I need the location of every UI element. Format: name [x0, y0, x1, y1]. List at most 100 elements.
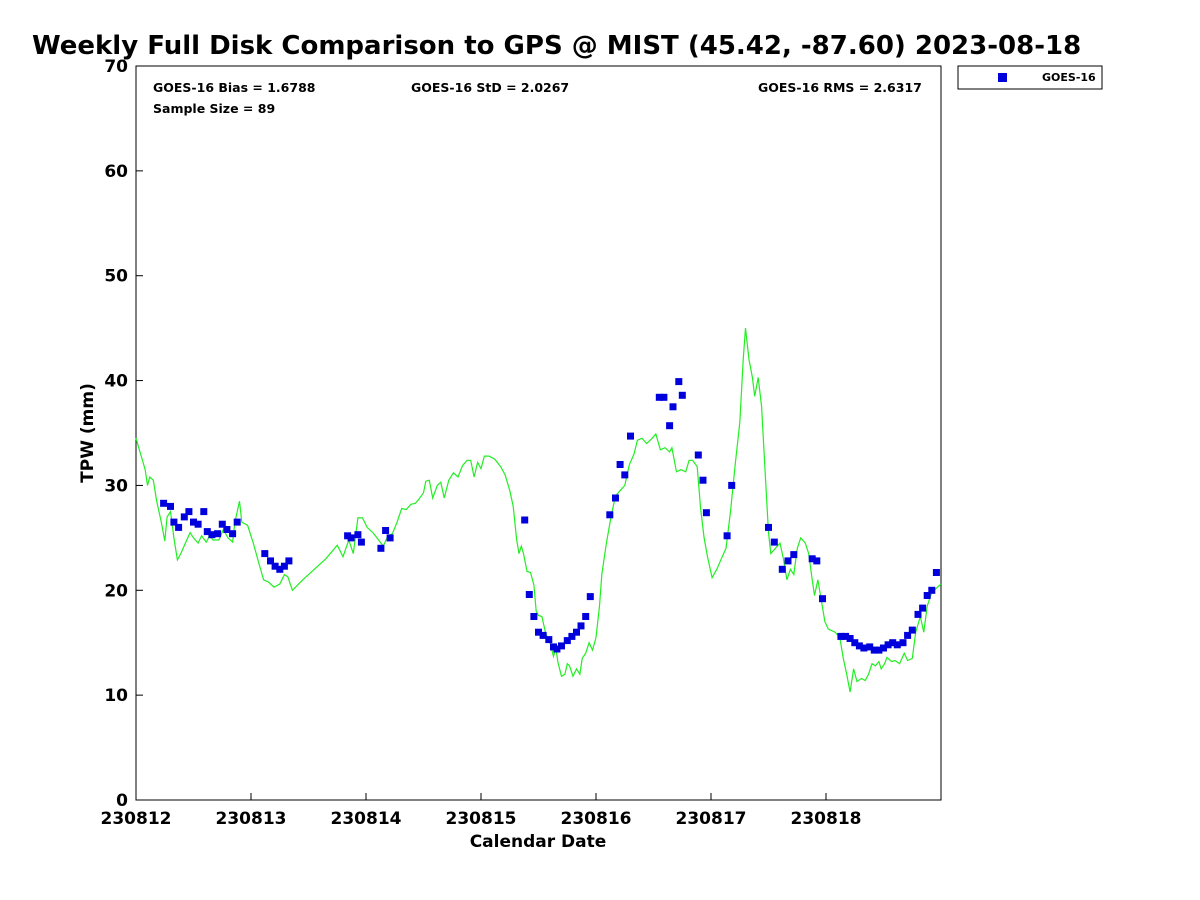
goes-16-point — [382, 527, 390, 534]
goes-16-point — [621, 471, 629, 479]
goes-16-point — [813, 557, 821, 565]
goes-16-point — [880, 644, 887, 652]
goes-16-point — [175, 523, 183, 531]
goes-16-point — [276, 565, 284, 573]
legend-marker-goes-16 — [998, 73, 1007, 82]
goes-16-point — [573, 628, 580, 636]
goes-16-point — [837, 632, 845, 640]
goes-16-point — [666, 422, 674, 430]
goes-16-point — [233, 518, 241, 526]
goes-16-point — [194, 520, 202, 528]
axes-frame — [135, 65, 942, 801]
y-tick-label: 10 — [104, 686, 128, 706]
goes-16-point — [558, 642, 565, 650]
goes-16-point — [914, 610, 922, 618]
goes-16-point — [229, 530, 237, 538]
y-tick-label: 60 — [104, 162, 128, 182]
goes-16-point — [893, 641, 901, 649]
goes-16-point — [678, 391, 686, 399]
goes-16-point — [612, 494, 619, 502]
goes-16-point — [728, 481, 736, 489]
goes-16-point — [694, 451, 702, 459]
goes-16-point — [866, 643, 874, 651]
y-tick-label: 40 — [104, 372, 128, 392]
goes-16-point — [851, 639, 859, 647]
goes-16-point — [586, 593, 594, 601]
goes-16-point — [627, 432, 634, 440]
goes-16-point — [577, 622, 585, 630]
goes-16-point — [770, 538, 778, 546]
goes-16-point — [606, 511, 614, 519]
goes-16-point — [889, 639, 897, 647]
goes-16-point — [218, 520, 226, 528]
x-tick-label: 230818 — [791, 809, 862, 829]
goes-16-point — [819, 595, 826, 603]
y-tick-label: 30 — [104, 476, 128, 496]
goes-16-point — [675, 378, 683, 386]
goes-16-point — [568, 632, 576, 640]
rms-stat: GOES-16 RMS = 2.6317 — [758, 80, 922, 95]
goes-16-point — [808, 555, 816, 563]
goes-16-point — [553, 645, 561, 653]
goes-16-point — [280, 562, 288, 570]
y-tick-label: 50 — [104, 267, 128, 287]
goes-16-point — [354, 531, 362, 539]
x-tick-label: 230815 — [446, 809, 517, 829]
goes-16-point — [870, 646, 878, 654]
goes-16-point — [214, 530, 222, 538]
goes-16-point — [778, 565, 786, 573]
goes-16-point — [904, 631, 912, 639]
goes-16-point — [347, 534, 355, 542]
y-axis: 0 10 20 30 40 50 60 70 — [104, 57, 143, 811]
x-tick-label: 230814 — [331, 809, 402, 829]
chart-title: Weekly Full Disk Comparison to GPS @ MIS… — [32, 31, 1081, 61]
goes-16-point — [200, 508, 208, 516]
goes-16-point — [765, 523, 772, 531]
goes-16-point — [525, 591, 533, 598]
x-axis: 230812 230813 230814 230815 230816 230817 2308… — [101, 793, 862, 829]
goes-16-point — [545, 636, 553, 644]
y-tick-label: 20 — [104, 581, 128, 601]
y-tick-label: 0 — [116, 791, 128, 811]
plot-area: 230812 230813 230814 230815 230816 230817 2308… — [101, 57, 942, 829]
sample-size-stat: Sample Size = 89 — [153, 101, 275, 116]
goes-16-point — [855, 642, 863, 650]
goes-16-point — [535, 628, 542, 636]
goes-16-point — [899, 639, 907, 647]
goes-16-point — [271, 562, 279, 570]
std-stat: GOES-16 StD = 2.0267 — [411, 80, 569, 95]
goes-16-point — [655, 393, 663, 401]
x-tick-label: 230813 — [216, 809, 287, 829]
x-tick-label: 230816 — [561, 809, 632, 829]
goes-16-point — [357, 538, 365, 546]
goes-16-point — [223, 526, 231, 533]
goes-16-point — [160, 499, 168, 507]
legend-label-goes-16: GOES-16 — [1042, 71, 1096, 84]
goes-16-point — [699, 476, 707, 484]
goes-16-point — [267, 557, 274, 565]
goes-16-point — [563, 637, 571, 645]
goes-16-point — [185, 508, 193, 516]
goes-16-point — [875, 646, 883, 654]
goes-16-point — [702, 509, 710, 517]
goes-16-point — [539, 631, 547, 639]
gps-line — [135, 328, 942, 693]
goes-16-point — [884, 641, 892, 649]
goes-16-point — [860, 644, 868, 652]
goes-16-point — [928, 586, 936, 594]
goes-16-point — [285, 557, 293, 565]
goes-16-point — [377, 544, 385, 552]
goes-16-point — [616, 461, 624, 468]
goes-16-point — [846, 635, 854, 642]
goes-16-point — [190, 518, 197, 526]
goes-16-point — [203, 528, 211, 536]
gps-series — [135, 328, 942, 693]
x-tick-label: 230817 — [676, 809, 747, 829]
goes-16-point — [167, 502, 174, 510]
goes-16-series — [160, 378, 940, 654]
goes-16-point — [723, 532, 731, 540]
x-axis-label: Calendar Date — [470, 832, 607, 852]
goes-16-point — [521, 516, 529, 524]
goes-16-point — [208, 531, 216, 539]
